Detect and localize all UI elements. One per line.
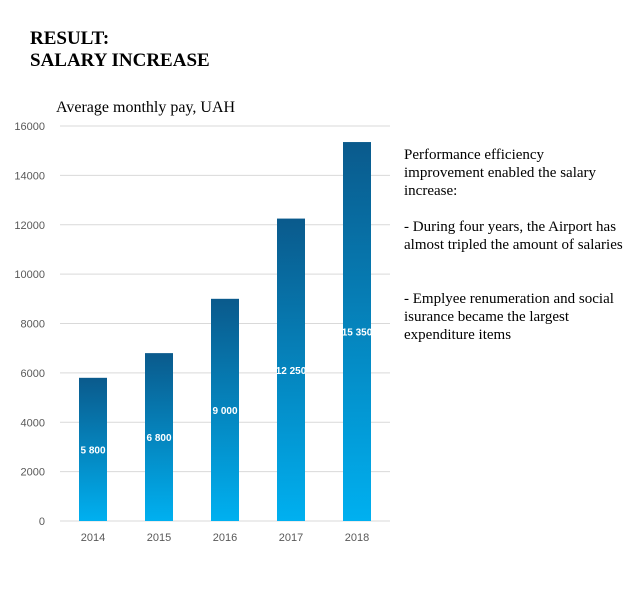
data-label-2014: 5 800 [80,445,105,456]
notes-point-largest-expenditure: - Emplyee renumeration and social isuran… [404,291,614,343]
y-axis: 0 2000 4000 6000 8000 10000 12000 14000 16000 [14,121,45,528]
bar-2018 [343,142,371,521]
bars [79,142,371,521]
y-tick-label: 6000 [21,368,45,380]
notes-panel: Performance efficiency improvement enabl… [404,146,624,344]
y-tick-label: 16000 [14,121,45,133]
page-title: RESULT: SALARY INCREASE [30,28,210,72]
x-tick-label-2017: 2017 [279,532,303,544]
data-label-2017: 12 250 [276,366,307,377]
data-label-2015: 6 800 [146,433,171,444]
y-tick-label: 4000 [21,417,45,429]
y-tick-label: 12000 [14,220,45,232]
x-axis: 2014 2015 2016 2017 2018 [81,532,369,544]
bar-2015 [145,353,173,521]
x-tick-label-2014: 2014 [81,532,105,544]
y-tick-label: 2000 [21,467,45,479]
x-tick-label-2016: 2016 [213,532,237,544]
data-labels: 5 800 6 800 9 000 12 250 15 350 [80,328,372,457]
page-title-line1: RESULT: [30,28,110,49]
bar-2017 [277,218,305,521]
y-tick-label: 0 [39,516,45,528]
data-label-2016: 9 000 [212,406,237,417]
y-tick-label: 8000 [21,319,45,331]
y-tick-label: 10000 [14,269,45,281]
page-title-line2: SALARY INCREASE [30,50,210,71]
x-tick-label-2015: 2015 [147,532,171,544]
y-tick-label: 14000 [14,170,45,182]
bar-2014 [79,377,107,521]
notes-point-tripled-salaries: - During four years, the Airport has alm… [404,219,623,253]
notes-intro: Performance efficiency improvement enabl… [404,147,597,199]
x-tick-label-2018: 2018 [345,532,369,544]
bar-2016 [211,298,239,521]
data-label-2018: 15 350 [342,328,373,339]
chart-title: Average monthly pay, UAH [56,99,236,116]
